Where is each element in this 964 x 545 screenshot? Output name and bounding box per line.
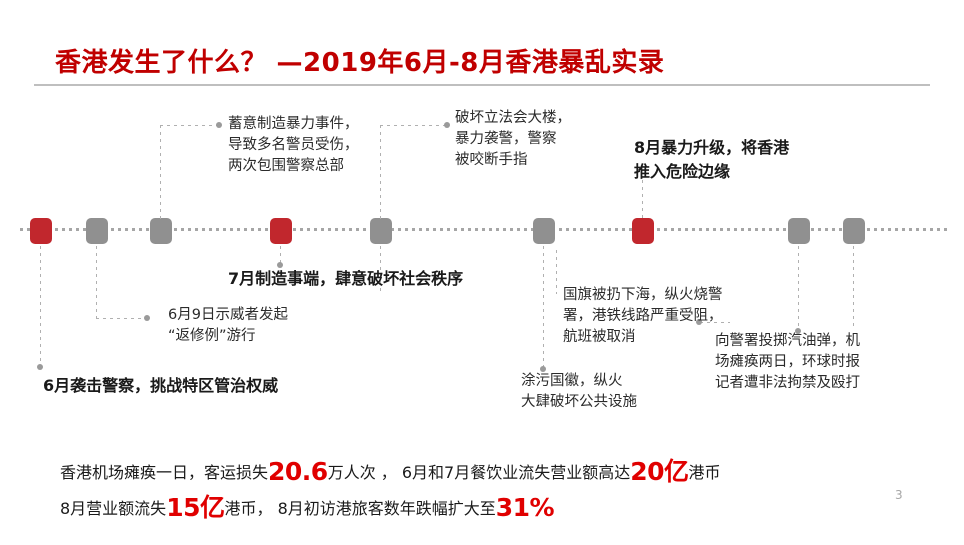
- callout-violence-incidents: 蓄意制造暴力事件， 导致多名警员受伤， 两次包围警察总部: [228, 116, 359, 174]
- summary-1-highlight-1: 20.6: [268, 457, 328, 486]
- connector-dot-july-disorder: [277, 262, 283, 268]
- summary-2-seg2: 港币， 8月初访港旅客数年跌幅扩大至: [224, 499, 496, 518]
- timeline-marker-2[interactable]: [86, 218, 108, 244]
- callout-june-attack-police: 6月袭击警察，挑战特区管治权威: [43, 376, 279, 395]
- callout-august-escalation: 8月暴力升级，将香港 推入危险边缘: [634, 138, 790, 181]
- title-divider: [34, 84, 930, 86]
- connector-line-august-escalation: [642, 180, 643, 220]
- page-title: 香港发生了什么？ —2019年6月-8月香港暴乱实录: [55, 48, 665, 78]
- timeline-marker-5[interactable]: [370, 218, 392, 244]
- connector-dot-petrol-bombs: [795, 328, 801, 334]
- callout-june-9-march: 6月9日示威者发起 “返修例”游行: [168, 307, 288, 344]
- connector-dot-june-9: [144, 315, 150, 321]
- summary-line-2: 8月营业额流失15亿港币， 8月初访港旅客数年跌幅扩大至31%: [60, 488, 555, 524]
- timeline-marker-6[interactable]: [533, 218, 555, 244]
- connector-line-june-9-v: [96, 246, 97, 318]
- summary-1-seg2: 万人次 ， 6月和7月餐饮业流失营业额高达: [327, 463, 631, 482]
- connector-dot-flag-sea: [696, 319, 702, 325]
- connector-line-july-divider: [380, 246, 381, 292]
- callout-flag-thrown-sea: 国旗被扔下海，纵火烧警 署，港铁线路严重受阻， 航班被取消: [563, 287, 723, 345]
- connector-line-petrol-bombs-2: [853, 246, 854, 330]
- connector-dot-june-attack: [37, 364, 43, 370]
- connector-line-june-9-h: [96, 318, 146, 319]
- connector-line-flag-sea-v: [556, 250, 557, 294]
- connector-line-legco-v: [380, 125, 381, 220]
- connector-dot-legco: [444, 122, 450, 128]
- summary-2-highlight-2: 31%: [495, 493, 555, 522]
- connector-line-violence-incidents-h: [160, 125, 218, 126]
- timeline-marker-3[interactable]: [150, 218, 172, 244]
- timeline-marker-1[interactable]: [30, 218, 52, 244]
- callout-deface-emblem: 涂污国徽，纵火 大肆破坏公共设施: [521, 373, 637, 410]
- summary-2-seg1: 8月营业额流失: [60, 499, 167, 518]
- connector-line-deface-emblem: [543, 246, 544, 368]
- connector-dot-violence-incidents: [216, 122, 222, 128]
- connector-line-flag-sea-h: [700, 322, 730, 323]
- callout-petrol-bombs: 向警署投掷汽油弹，机 场瘫痪两日，环球时报 记者遭非法拘禁及殴打: [715, 333, 860, 391]
- connector-line-violence-incidents-v: [160, 125, 161, 220]
- connector-line-legco-h: [380, 125, 446, 126]
- callout-legco-building: 破坏立法会大楼， 暴力袭警，警察 被咬断手指: [455, 110, 571, 168]
- connector-dot-deface-emblem: [540, 366, 546, 372]
- timeline-marker-9[interactable]: [843, 218, 865, 244]
- timeline-axis: [20, 228, 948, 231]
- timeline-marker-4[interactable]: [270, 218, 292, 244]
- summary-2-highlight-1: 15亿: [166, 493, 225, 522]
- connector-line-petrol-bombs-1: [798, 246, 799, 330]
- timeline-marker-8[interactable]: [788, 218, 810, 244]
- connector-line-june-attack: [40, 246, 41, 366]
- summary-1-highlight-2: 20亿: [630, 457, 689, 486]
- summary-1-seg1: 香港机场瘫痪一日，客运损失: [60, 463, 269, 482]
- summary-1-seg3: 港币: [688, 463, 721, 482]
- connector-line-july-disorder: [280, 246, 281, 264]
- timeline-marker-7[interactable]: [632, 218, 654, 244]
- summary-line-1: 香港机场瘫痪一日，客运损失20.6万人次 ， 6月和7月餐饮业流失营业额高达20…: [60, 452, 721, 488]
- page-number: 3: [895, 488, 903, 502]
- callout-july-disorder: 7月制造事端，肆意破坏社会秩序: [228, 269, 464, 288]
